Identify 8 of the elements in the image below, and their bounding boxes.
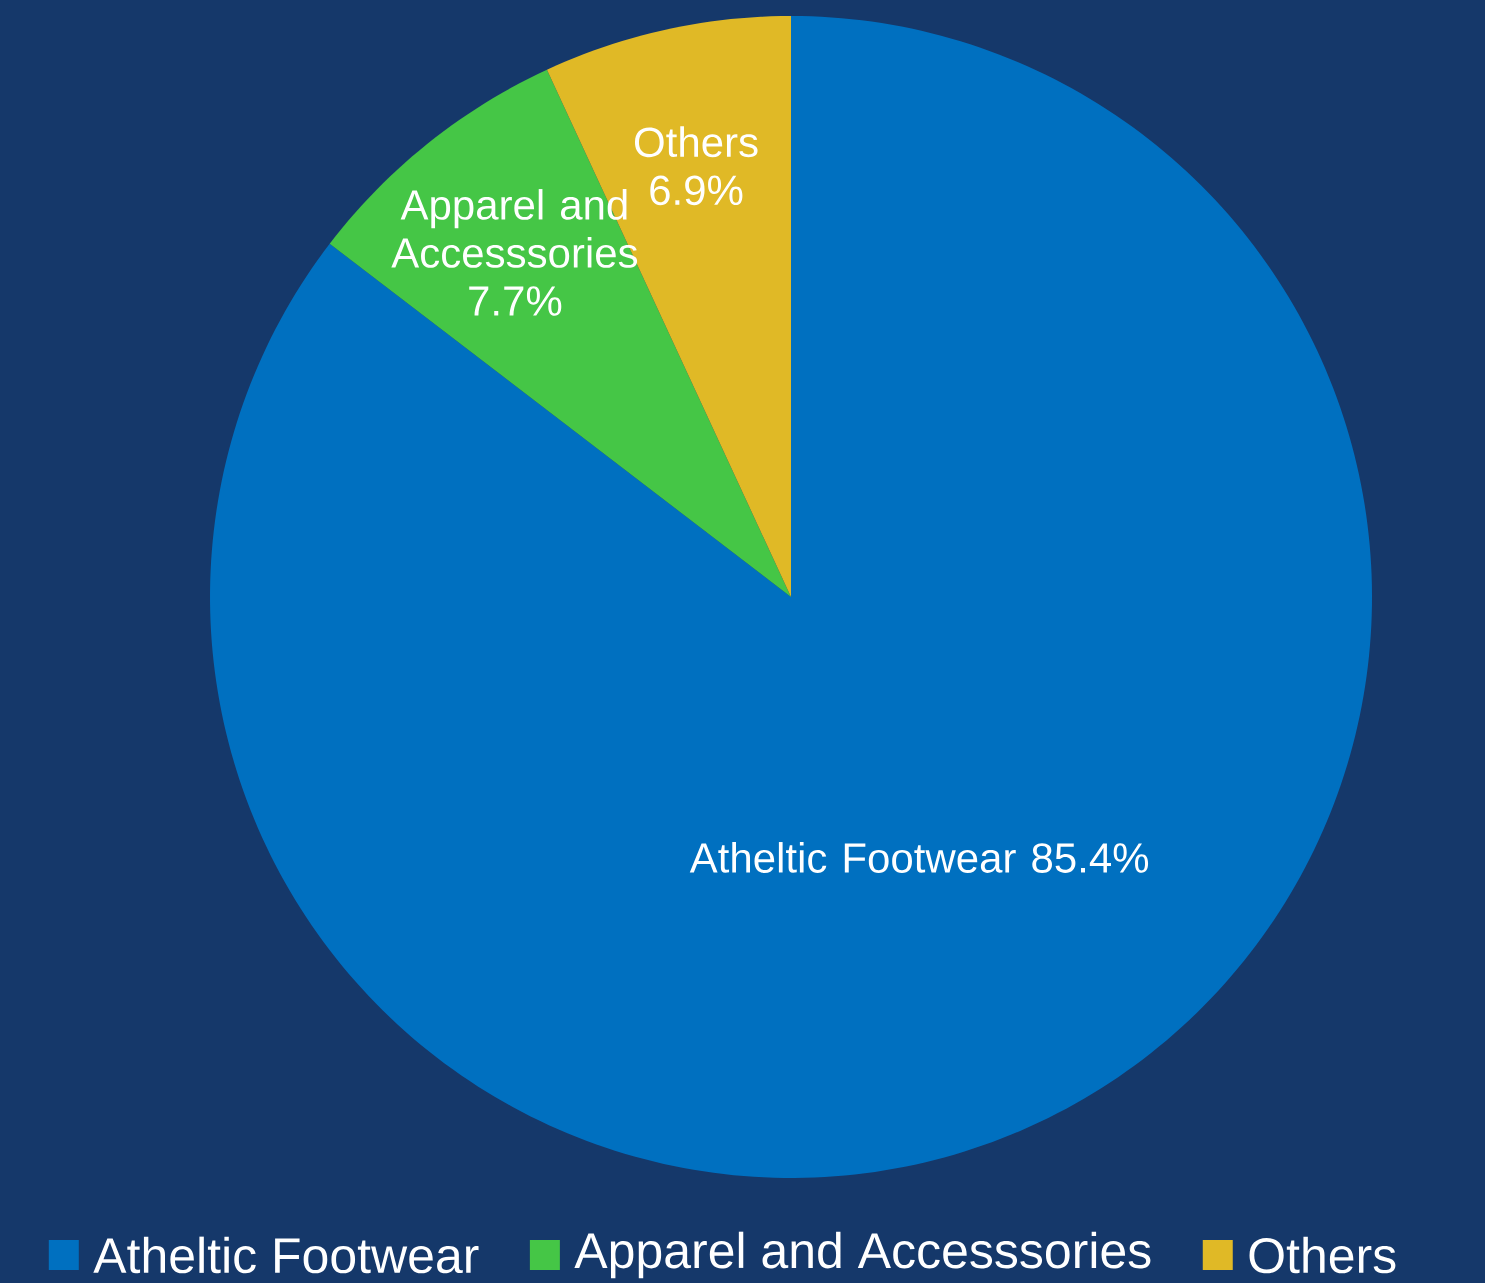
legend-label: Atheltic Footwear bbox=[93, 1236, 479, 1274]
slice-label: Atheltic Footwear bbox=[689, 842, 1016, 873]
slice-label: Others bbox=[634, 126, 758, 158]
legend-label: Apparel and Accesssories bbox=[574, 1231, 1151, 1279]
legend-label: Others bbox=[1249, 1236, 1396, 1274]
data-label: 7.7% bbox=[469, 286, 562, 316]
data-label: 6.9% bbox=[650, 175, 743, 206]
data-label: 85.4% bbox=[1032, 843, 1149, 873]
